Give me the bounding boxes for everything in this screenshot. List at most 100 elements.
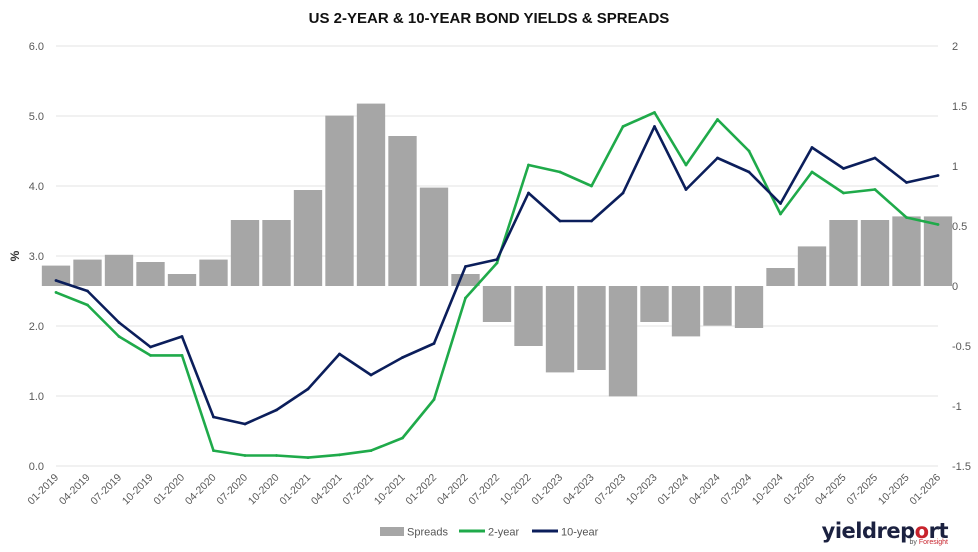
spread-bar: [860, 220, 890, 286]
x-tick-label: 10-2025: [876, 472, 912, 508]
two-year-point: [464, 296, 467, 300]
spread-bar: [73, 259, 102, 286]
x-tick-label: 10-2023: [624, 472, 660, 508]
two-year-point: [243, 454, 247, 457]
two-year-point: [684, 163, 688, 167]
x-tick-label: 04-2019: [57, 472, 93, 508]
legend-10year-label: 10-year: [561, 527, 599, 539]
two-year-point: [905, 216, 908, 219]
y-tick-label: 0.0: [29, 461, 44, 473]
y-tick-label: 5.0: [29, 111, 44, 123]
y-tick-label: 2.0: [29, 321, 44, 333]
x-axis: 01-201904-201907-201910-201901-202004-20…: [25, 472, 943, 508]
x-tick-label: 10-2020: [246, 472, 282, 508]
spreads-bars: [41, 103, 953, 397]
ten-year-point: [306, 387, 310, 391]
spread-bar: [356, 103, 386, 286]
x-tick-label: 01-2022: [403, 472, 439, 508]
y2-tick-label: 1.5: [952, 101, 967, 113]
ten-year-point: [527, 191, 530, 195]
x-tick-label: 07-2019: [88, 472, 124, 508]
spread-bar: [136, 262, 165, 286]
spread-bar: [577, 286, 606, 370]
brand-by: by: [909, 539, 917, 546]
y2-tick-label: -0.5: [952, 341, 971, 353]
spread-bar: [766, 268, 795, 286]
two-year-point: [338, 453, 341, 457]
x-tick-label: 10-2022: [498, 472, 534, 508]
y-tick-label: 6.0: [29, 41, 44, 53]
ten-year-point: [936, 174, 940, 177]
ten-year-point: [401, 356, 404, 359]
spread-bar: [734, 286, 764, 328]
two-year-point: [653, 111, 656, 114]
y2-tick-label: -1.5: [952, 461, 971, 473]
ten-year-point: [810, 146, 814, 149]
two-year-point: [86, 303, 89, 307]
x-tick-label: 07-2021: [340, 472, 376, 508]
two-year-point: [810, 170, 814, 174]
two-year-point: [621, 125, 625, 128]
x-tick-label: 10-2024: [750, 472, 786, 508]
spread-bar: [703, 286, 732, 326]
spread-bar: [829, 220, 858, 286]
two-year-point: [180, 354, 184, 357]
ten-year-point: [842, 167, 845, 170]
brand-company: Foresight: [918, 539, 948, 546]
brand-part1: yield: [821, 519, 877, 543]
gridlines: [56, 45, 938, 467]
ten-year-point: [621, 191, 625, 195]
two-year-point: [779, 212, 782, 216]
x-tick-label: 01-2021: [277, 472, 313, 508]
spread-bar: [545, 286, 575, 373]
x-tick-label: 04-2021: [309, 472, 345, 508]
ten-year-point: [905, 181, 908, 184]
spread-bar: [608, 286, 638, 397]
brand-part3: o: [914, 519, 929, 543]
y-tick-label: 4.0: [29, 181, 44, 193]
x-tick-label: 07-2022: [466, 472, 502, 508]
spread-bar: [199, 259, 228, 286]
x-tick-label: 10-2019: [120, 472, 156, 508]
two-year-point: [369, 449, 373, 452]
two-year-point: [306, 456, 310, 459]
spread-bar: [167, 274, 197, 286]
x-tick-label: 01-2025: [781, 472, 817, 508]
spread-bar: [262, 220, 291, 286]
x-tick-label: 07-2020: [214, 472, 250, 508]
y-axis-label: %: [8, 250, 22, 261]
ten-year-point: [338, 352, 341, 356]
ten-year-point: [432, 342, 436, 345]
ten-year-point: [369, 373, 373, 377]
spread-bar: [514, 286, 543, 346]
left-axis: 0.0 1.0 2.0 3.0 4.0 5.0 6.0: [29, 41, 44, 473]
ten-year-point: [653, 125, 656, 128]
x-tick-label: 04-2024: [687, 472, 723, 508]
two-year-point: [149, 354, 152, 357]
spread-bar: [325, 115, 354, 286]
two-year-point: [873, 188, 877, 191]
two-year-point: [432, 398, 436, 401]
ten-year-point: [117, 321, 121, 324]
spread-bar: [230, 220, 260, 286]
y2-tick-label: 0.5: [952, 221, 967, 233]
ten-year-point: [180, 335, 184, 338]
x-tick-label: 07-2024: [718, 472, 754, 508]
two-year-point: [747, 149, 751, 153]
chart-title: US 2-YEAR & 10-YEAR BOND YIELDS & SPREAD…: [308, 10, 670, 27]
two-year-point: [117, 335, 121, 338]
x-tick-label: 07-2023: [592, 472, 628, 508]
y2-tick-label: 1: [952, 161, 958, 173]
ten-year-point: [243, 422, 247, 426]
ten-year-point: [212, 415, 215, 419]
x-tick-label: 10-2021: [372, 472, 408, 508]
ten-year-point: [495, 258, 499, 261]
brand-part4: rt: [928, 519, 949, 543]
x-tick-label: 01-2024: [655, 472, 691, 508]
spread-bar: [923, 216, 953, 286]
spread-bar: [104, 254, 134, 286]
spread-bar: [640, 286, 669, 322]
ten-year-point: [86, 289, 89, 293]
y2-tick-label: 2: [952, 41, 958, 53]
